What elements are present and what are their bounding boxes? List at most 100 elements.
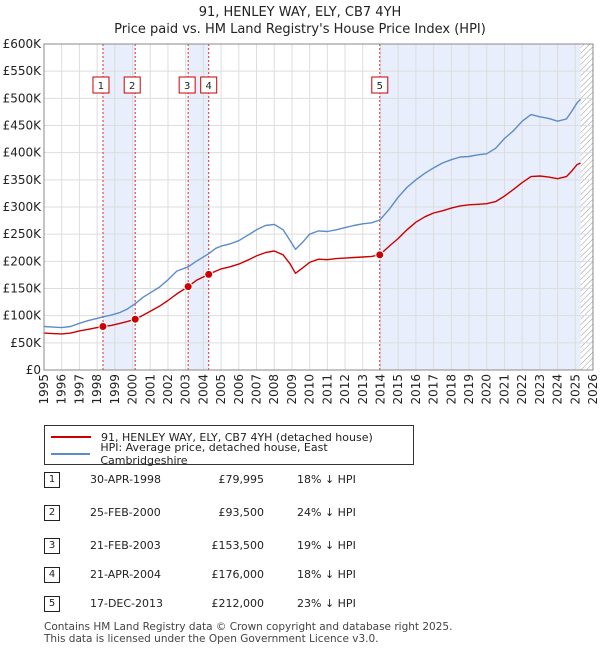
x-tick-label: 2022 bbox=[515, 374, 529, 405]
sale-hpi-diff: 19% ↓ HPI bbox=[297, 539, 356, 552]
legend-swatch-hpi bbox=[51, 453, 91, 455]
sale-number-box bbox=[371, 76, 389, 94]
x-tick-label: 2025 bbox=[568, 374, 582, 405]
y-tick-label: £0 bbox=[26, 363, 41, 377]
x-tick-label: 2006 bbox=[232, 374, 246, 405]
y-tick-label: £500K bbox=[3, 91, 43, 105]
sale-date: 21-FEB-2003 bbox=[90, 539, 161, 552]
sale-number-box bbox=[200, 76, 218, 94]
sale-row: 3 21-FEB-2003 £153,500 19% ↓ HPI bbox=[44, 538, 384, 554]
footer-line-1: Contains HM Land Registry data © Crown c… bbox=[44, 621, 453, 633]
x-tick-label: 1999 bbox=[108, 374, 122, 405]
sale-point bbox=[98, 322, 108, 332]
legend-swatch-property bbox=[51, 436, 91, 438]
sale-number-label: 1 bbox=[98, 81, 104, 92]
x-tick-label: 2009 bbox=[285, 374, 299, 405]
legend-label-property: 91, HENLEY WAY, ELY, CB7 4YH (detached h… bbox=[101, 430, 373, 444]
x-tick-label: 2002 bbox=[161, 374, 175, 405]
x-tick-label: 1995 bbox=[37, 374, 51, 405]
x-tick-label: 2008 bbox=[267, 374, 281, 405]
x-tick-label: 2012 bbox=[338, 374, 352, 405]
y-tick-label: £100K bbox=[3, 309, 43, 323]
sale-number: 3 bbox=[44, 538, 60, 554]
sale-number: 5 bbox=[44, 596, 60, 612]
x-tick-label: 2021 bbox=[497, 374, 511, 405]
x-tick-label: 2018 bbox=[444, 374, 458, 405]
sale-price: £212,000 bbox=[211, 597, 265, 610]
y-tick-label: £600K bbox=[3, 37, 43, 51]
x-tick-label: 2011 bbox=[320, 374, 334, 405]
sale-row: 2 25-FEB-2000 £93,500 24% ↓ HPI bbox=[44, 505, 384, 521]
x-tick-label: 2024 bbox=[551, 374, 565, 405]
sale-date: 30-APR-1998 bbox=[90, 473, 162, 486]
x-tick-label: 2004 bbox=[196, 374, 210, 405]
price-chart: 1 2 3 4 5 £0 £50K £100K £150K £200K £250K £300K £350… bbox=[3, 37, 600, 405]
y-tick-label: £350K bbox=[3, 173, 43, 187]
series-line-hpi bbox=[43, 98, 582, 329]
sale-number-box bbox=[178, 76, 196, 94]
sale-hpi-diff: 24% ↓ HPI bbox=[297, 506, 356, 519]
x-tick-label: 2000 bbox=[126, 374, 140, 405]
x-tick-label: 1997 bbox=[72, 374, 86, 405]
x-tick-label: 2010 bbox=[303, 374, 317, 405]
sale-price: £93,500 bbox=[218, 506, 265, 519]
sale-row: 1 30-APR-1998 £79,995 18% ↓ HPI bbox=[44, 472, 384, 488]
sale-hpi-diff: 23% ↓ HPI bbox=[297, 597, 356, 610]
x-tick-label: 2020 bbox=[480, 374, 494, 405]
sale-row: 4 21-APR-2004 £176,000 18% ↓ HPI bbox=[44, 567, 384, 583]
chart-title: 91, HENLEY WAY, ELY, CB7 4YH Price paid … bbox=[0, 4, 600, 38]
sale-hpi-diff: 18% ↓ HPI bbox=[297, 473, 356, 486]
sale-point bbox=[130, 314, 140, 324]
footer-line-2: This data is licensed under the Open Gov… bbox=[44, 633, 379, 645]
sale-number-box bbox=[123, 76, 141, 94]
sale-number-label: 5 bbox=[377, 81, 383, 92]
x-tick-label: 2014 bbox=[373, 374, 387, 405]
sale-number-label: 2 bbox=[129, 81, 135, 92]
sale-date: 25-FEB-2000 bbox=[90, 506, 161, 519]
legend-label-hpi: HPI: Average price, detached house, East… bbox=[100, 441, 328, 467]
y-tick-label: £450K bbox=[3, 119, 43, 133]
x-tick-label: 1996 bbox=[55, 374, 69, 405]
y-tick-label: £550K bbox=[3, 64, 43, 78]
title-line-1: 91, HENLEY WAY, ELY, CB7 4YH bbox=[198, 5, 402, 20]
x-tick-label: 2001 bbox=[143, 374, 157, 405]
sale-number: 2 bbox=[44, 505, 60, 521]
plot-border bbox=[43, 43, 594, 371]
sale-number-label: 3 bbox=[184, 81, 190, 92]
sale-point bbox=[375, 250, 385, 260]
sale-point bbox=[204, 269, 214, 279]
x-tick-label: 2015 bbox=[391, 374, 405, 405]
sale-date: 21-APR-2004 bbox=[90, 568, 162, 581]
y-tick-label: £250K bbox=[3, 227, 43, 241]
x-tick-label: 2023 bbox=[533, 374, 547, 405]
footer: Contains HM Land Registry data © Crown c… bbox=[44, 621, 452, 645]
x-tick-label: 2013 bbox=[356, 374, 370, 405]
x-tick-label: 1998 bbox=[90, 374, 104, 405]
x-tick-label: 2003 bbox=[179, 374, 193, 405]
x-tick-label: 2007 bbox=[250, 374, 264, 405]
sale-price: £176,000 bbox=[211, 568, 265, 581]
legend-item-property: 91, HENLEY WAY, ELY, CB7 4YH (detached h… bbox=[51, 429, 373, 445]
sale-point bbox=[183, 282, 193, 292]
legend: 91, HENLEY WAY, ELY, CB7 4YH (detached h… bbox=[44, 425, 414, 467]
sale-number-box bbox=[92, 76, 110, 94]
legend-item-hpi: HPI: Average price, detached house, East… bbox=[51, 441, 413, 467]
y-tick-label: £150K bbox=[3, 282, 43, 296]
x-tick-label: 2017 bbox=[427, 374, 441, 405]
title-line-2: Price paid vs. HM Land Registry's House … bbox=[114, 22, 486, 37]
sale-hpi-diff: 18% ↓ HPI bbox=[297, 568, 356, 581]
sale-row: 5 17-DEC-2013 £212,000 23% ↓ HPI bbox=[44, 596, 384, 612]
sale-price: £79,995 bbox=[218, 473, 265, 486]
x-tick-label: 2016 bbox=[409, 374, 423, 405]
y-tick-label: £300K bbox=[3, 200, 43, 214]
sale-date: 17-DEC-2013 bbox=[90, 597, 164, 610]
y-tick-label: £400K bbox=[3, 146, 43, 160]
x-tick-label: 2019 bbox=[462, 374, 476, 405]
sale-price: £153,500 bbox=[211, 539, 265, 552]
sale-number: 1 bbox=[44, 472, 60, 488]
sale-number-label: 4 bbox=[206, 81, 212, 92]
x-tick-label: 2026 bbox=[586, 374, 600, 405]
x-tick-label: 2005 bbox=[214, 374, 228, 405]
sale-number: 4 bbox=[44, 567, 60, 583]
y-tick-label: £200K bbox=[3, 254, 43, 268]
